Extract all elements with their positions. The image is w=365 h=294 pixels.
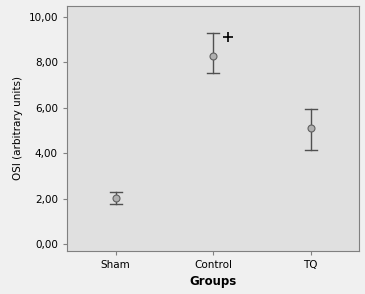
Y-axis label: OSI (arbitrary units): OSI (arbitrary units) (13, 76, 23, 180)
X-axis label: Groups: Groups (189, 275, 237, 288)
